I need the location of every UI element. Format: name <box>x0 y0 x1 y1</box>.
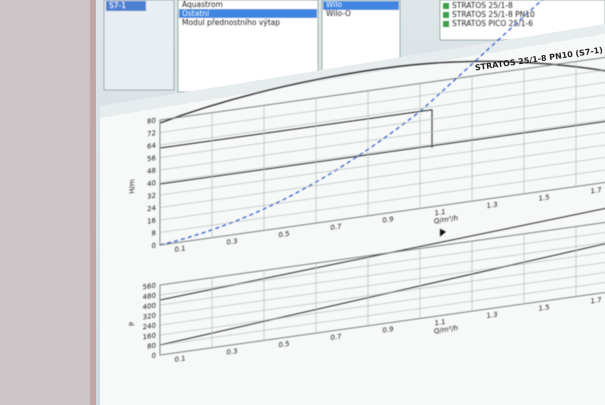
grid-line <box>160 270 605 336</box>
x-tick-label: 0.1 <box>174 243 185 254</box>
chart-paper <box>100 24 605 405</box>
x-tick-label: 1.3 <box>486 200 497 211</box>
marker <box>440 228 446 237</box>
grid-line <box>160 230 605 296</box>
selected-row <box>179 9 317 18</box>
grid-line <box>160 92 605 158</box>
code-box <box>103 0 175 91</box>
grid-line <box>160 290 605 356</box>
x-tick-label: 1.5 <box>538 192 549 203</box>
y-axis-label: P <box>127 321 136 326</box>
x-tick-label: 0.1 <box>174 353 185 364</box>
y-tick-label: 480 <box>143 291 156 302</box>
x-tick-label: 1.7 <box>590 185 601 196</box>
y-tick-label: 56 <box>147 153 156 163</box>
x-tick-label: 1.3 <box>486 310 497 321</box>
list-item: Ostatní <box>182 9 210 18</box>
grid-line <box>160 167 605 233</box>
x-tick-label: 0.5 <box>278 339 289 350</box>
x-tick-label: 0.5 <box>278 229 289 240</box>
x-tick-label: 0.9 <box>382 324 393 335</box>
y-tick-label: 8 <box>152 228 156 238</box>
y-tick-label: 400 <box>143 301 156 312</box>
x-tick-label: 0.7 <box>330 332 341 343</box>
pump-curve-max <box>159 60 605 124</box>
selected-row <box>106 1 146 11</box>
selected-row <box>323 1 399 10</box>
grid-line <box>160 155 605 221</box>
status-icon <box>443 12 449 18</box>
grid-line <box>160 220 605 286</box>
list-item: STRATOS 25/1-8 PN10 <box>452 10 535 19</box>
list-item: Wilo <box>326 0 342 9</box>
grid-line <box>160 105 605 171</box>
screen-edge <box>90 0 96 405</box>
x-tick-label: 0.3 <box>226 346 237 357</box>
x-tick-label: 0.3 <box>226 236 237 247</box>
x-tick-label: 1.1 <box>434 317 445 328</box>
x-tick-label: 1.1 <box>434 207 445 218</box>
grid-line <box>160 67 605 133</box>
status-icon <box>443 21 449 27</box>
y-tick-label: 0 <box>152 351 156 361</box>
left-blur <box>0 0 95 405</box>
grid-line <box>160 80 605 146</box>
grid-line <box>160 142 605 208</box>
status-icon <box>443 3 449 9</box>
duty-lines <box>160 109 433 149</box>
x-axis-label: Q/m³/h <box>434 213 458 225</box>
x-axis-label: Q/m³/h <box>434 323 458 335</box>
y-tick-label: 48 <box>147 166 156 176</box>
y-tick-label: 0 <box>152 241 156 251</box>
grid-line <box>160 260 605 326</box>
x-tick-label: 1.5 <box>538 302 549 313</box>
x-tick-label: 0.7 <box>330 222 341 233</box>
y-tick-label: 240 <box>143 321 156 332</box>
grid-line <box>160 180 605 246</box>
list-item: STRATOS PICO 25/1-6 <box>452 19 533 28</box>
grid-line <box>160 280 605 346</box>
list-item: STRATOS 25/1-8 <box>452 1 513 10</box>
y-tick-label: 80 <box>147 341 156 351</box>
grid-line <box>160 240 605 306</box>
grid-line <box>160 117 605 183</box>
x-tick-label: 1.7 <box>590 295 601 306</box>
list-item: Modul přednostního výtap <box>182 18 280 27</box>
list-item: Aquastrom <box>182 0 223 9</box>
y-tick-label: 80 <box>147 116 156 126</box>
grid-line <box>160 250 605 316</box>
x-tick-label: 0.9 <box>382 214 393 225</box>
grid-line <box>160 55 605 121</box>
y-tick-label: 16 <box>147 216 156 226</box>
code: S7-1 <box>109 1 126 10</box>
y-tick-label: 64 <box>147 141 156 151</box>
chart-header <box>100 24 605 118</box>
y-tick-label: 160 <box>143 331 156 342</box>
y-axis-label: H/m <box>127 179 136 195</box>
list-item: Wilo-O <box>326 9 351 18</box>
y-tick-label: 40 <box>147 178 156 188</box>
grid-line <box>160 130 605 196</box>
pump-curve-min <box>160 118 605 185</box>
y-tick-label: 320 <box>143 311 156 322</box>
y-tick-label: 24 <box>147 203 156 213</box>
system-curve <box>159 0 561 246</box>
y-tick-label: 32 <box>147 191 156 201</box>
y-tick-label: 560 <box>143 281 156 292</box>
y-tick-label: 72 <box>147 128 156 138</box>
